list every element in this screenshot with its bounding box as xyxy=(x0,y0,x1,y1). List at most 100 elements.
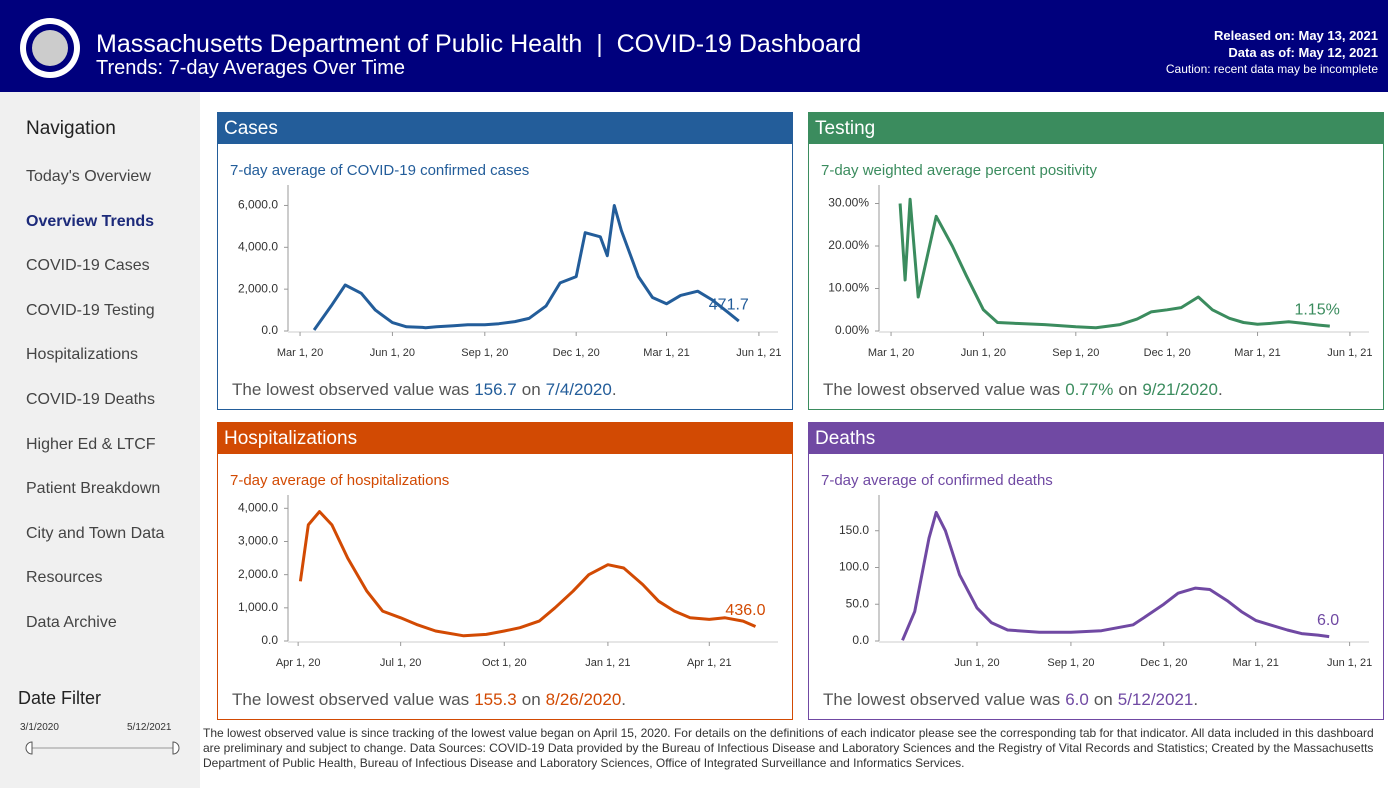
x-tick-label: Sep 1, 20 xyxy=(1052,347,1099,359)
note-value: 155.3 xyxy=(474,690,517,709)
y-tick-label: 30.00% xyxy=(828,196,869,210)
note-value: 0.77% xyxy=(1065,380,1113,399)
panel: Cases 7-day average of COVID-19 confirmed… xyxy=(217,112,793,410)
footer-note: The lowest observed value is since track… xyxy=(203,726,1374,770)
nav-title: Navigation xyxy=(26,118,116,139)
nav-item[interactable]: Today's Overview xyxy=(26,168,151,185)
note-suffix: . xyxy=(612,380,617,399)
y-tick-label: 1,000.0 xyxy=(238,600,278,614)
nav-item[interactable]: Data Archive xyxy=(26,614,117,631)
line-series xyxy=(312,204,740,331)
note-value: 6.0 xyxy=(1065,690,1089,709)
chart: 7-day average of COVID-19 confirmed case… xyxy=(230,162,782,400)
nav-item[interactable]: COVID-19 Deaths xyxy=(26,391,155,408)
date-start: 3/1/2020 xyxy=(20,722,59,733)
x-tick-label: Apr 1, 20 xyxy=(276,657,321,669)
chart: 7-day average of confirmed deaths 0.0 50.0… xyxy=(821,472,1372,710)
panel: Deaths 7-day average of confirmed deaths 0… xyxy=(808,422,1384,720)
nav-item[interactable]: Hospitalizations xyxy=(26,346,139,364)
y-tick-label: 100.0 xyxy=(839,560,869,574)
last-value-label: 471.7 xyxy=(709,296,749,313)
panel-title: Testing xyxy=(809,113,1383,144)
x-tick-label: Sep 1, 20 xyxy=(461,347,508,359)
note-prefix: The lowest observed value was xyxy=(823,690,1060,709)
x-tick-label: Dec 1, 20 xyxy=(1140,657,1187,669)
panel-title: Deaths xyxy=(809,423,1383,454)
chart-subtitle: 7-day average of hospitalizations xyxy=(230,472,449,489)
note-date: 7/4/2020 xyxy=(546,380,612,399)
nav-item[interactable]: COVID-19 Testing xyxy=(26,301,155,319)
nav-item[interactable]: COVID-19 Cases xyxy=(26,257,150,275)
data-as-of: Data as of: May 12, 2021 xyxy=(1228,45,1378,60)
panel-title: Hospitalizations xyxy=(218,423,792,454)
nav-item[interactable]: Patient Breakdown xyxy=(26,480,161,498)
x-tick-label: Jun 1, 21 xyxy=(1327,657,1372,669)
date-slider[interactable] xyxy=(20,738,200,758)
note-prefix: The lowest observed value was xyxy=(232,380,469,399)
line-series xyxy=(298,510,757,638)
nav-item[interactable]: Resources xyxy=(26,569,103,587)
note-date: 9/21/2020 xyxy=(1142,380,1218,399)
y-tick-label: 4,000.0 xyxy=(238,239,278,253)
seal xyxy=(20,18,80,78)
y-tick-label: 4,000.0 xyxy=(238,500,278,514)
nav-item[interactable]: Overview Trends xyxy=(26,212,155,230)
note-suffix: . xyxy=(1218,380,1223,399)
subtitle: Trends: 7-day Averages Over Time xyxy=(96,57,406,79)
released: Released on: May 13, 2021 xyxy=(1213,28,1378,43)
x-tick-label: Jul 1, 20 xyxy=(380,657,422,669)
x-tick-label: Oct 1, 20 xyxy=(482,657,527,669)
x-tick-label: Mar 1, 21 xyxy=(643,347,689,359)
note-prefix: The lowest observed value was xyxy=(232,690,469,709)
x-tick-label: Jun 1, 20 xyxy=(961,347,1006,359)
y-tick-label: 3,000.0 xyxy=(238,534,278,548)
nav-item[interactable]: City and Town Data xyxy=(26,524,165,542)
lowest-note: The lowest observed value was 0.77% on 9/21… xyxy=(823,380,1223,399)
note-date: 8/26/2020 xyxy=(546,690,622,709)
sidebar: Navigation Today's Overview Overview Tren… xyxy=(0,92,200,788)
chart-subtitle: 7-day average of COVID-19 confirmed case… xyxy=(230,162,529,179)
note-on: on xyxy=(522,380,541,399)
x-tick-label: Dec 1, 20 xyxy=(553,347,600,359)
y-tick-label: 0.00% xyxy=(835,323,869,337)
nav-item[interactable]: Higher Ed & LTCF xyxy=(26,435,156,453)
x-tick-label: Mar 1, 21 xyxy=(1234,347,1280,359)
y-tick-label: 6,000.0 xyxy=(238,198,278,212)
x-tick-label: Jun 1, 20 xyxy=(370,347,415,359)
y-tick-label: 2,000.0 xyxy=(238,281,278,295)
note-prefix: The lowest observed value was xyxy=(823,380,1060,399)
x-tick-label: Mar 1, 20 xyxy=(277,347,323,359)
x-tick-label: Mar 1, 21 xyxy=(1232,657,1278,669)
lowest-note: The lowest observed value was 6.0 on 5/12/2… xyxy=(823,690,1198,709)
chart: 7-day average of hospitalizations 0.0 1,00… xyxy=(230,472,778,709)
x-tick-label: Sep 1, 20 xyxy=(1047,657,1094,669)
panel: Hospitalizations 7-day average of hospita… xyxy=(217,422,793,720)
x-tick-label: Jun 1, 21 xyxy=(1327,347,1372,359)
x-tick-label: Mar 1, 20 xyxy=(868,347,914,359)
panel-title: Cases xyxy=(218,113,792,144)
x-tick-label: Jan 1, 21 xyxy=(585,657,630,669)
date-end: 5/12/2021 xyxy=(127,722,172,733)
note-value: 156.7 xyxy=(474,380,517,399)
x-tick-label: Jun 1, 21 xyxy=(736,347,781,359)
y-tick-label: 0.0 xyxy=(852,633,869,647)
note-suffix: . xyxy=(621,690,626,709)
lowest-note: The lowest observed value was 156.7 on 7/4/… xyxy=(232,380,617,399)
y-tick-label: 50.0 xyxy=(846,596,870,610)
lowest-note: The lowest observed value was 155.3 on 8/26… xyxy=(232,690,626,709)
release-info: Released on: May 13, 2021 Data as of: Ma… xyxy=(1166,27,1378,78)
header: Massachusetts Department of Public Healt… xyxy=(0,0,1388,92)
chart-subtitle: 7-day weighted average percent positivit… xyxy=(821,162,1097,179)
y-tick-label: 2,000.0 xyxy=(238,567,278,581)
panel: Testing 7-day weighted average percent po… xyxy=(808,112,1384,410)
line-series xyxy=(901,510,1330,641)
chart-subtitle: 7-day average of confirmed deaths xyxy=(821,472,1053,489)
chart: 7-day weighted average percent positivit… xyxy=(821,162,1373,400)
last-value-label: 1.15% xyxy=(1294,301,1339,318)
caution: Caution: recent data may be incomplete xyxy=(1165,62,1378,76)
last-value-label: 436.0 xyxy=(725,602,765,619)
note-suffix: . xyxy=(1193,690,1198,709)
x-tick-label: Jun 1, 20 xyxy=(954,657,999,669)
x-tick-label: Apr 1, 21 xyxy=(687,657,732,669)
title: Massachusetts Department of Public Healt… xyxy=(96,30,862,58)
